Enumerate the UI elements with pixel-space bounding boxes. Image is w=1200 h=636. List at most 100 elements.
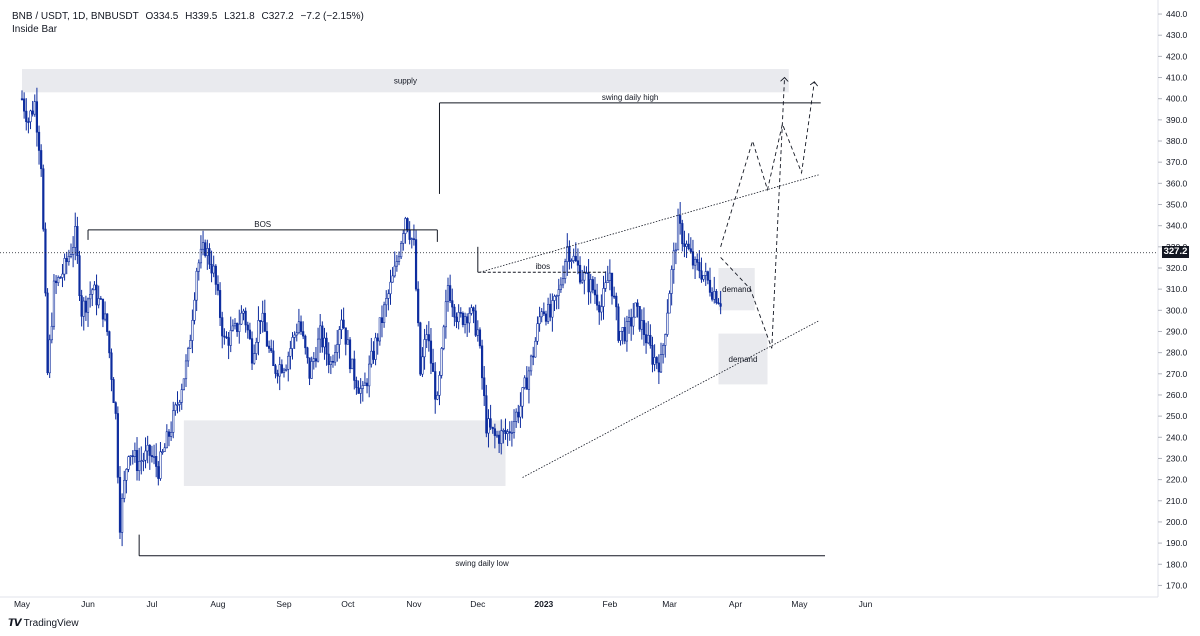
candle-body (336, 344, 339, 353)
candle-body (167, 431, 171, 437)
candle-body (229, 330, 232, 346)
candle-body (182, 378, 185, 390)
candle-body (346, 339, 349, 345)
candle-body (176, 404, 179, 406)
candle-body (485, 395, 488, 434)
candle-body (657, 362, 660, 373)
candle-body (679, 215, 682, 224)
candle-body (155, 456, 158, 467)
candle-body (231, 325, 234, 331)
candle-body (542, 311, 545, 315)
candle-body (289, 348, 292, 357)
price-axis[interactable]: 170.0 180.0 190.0 200.0 210.0 220.0 230.0 240.0… (1158, 9, 1188, 590)
candle-body (357, 387, 360, 394)
price-tick-label: 320.0 (1166, 263, 1188, 273)
candle-body (29, 110, 32, 123)
candle-body (97, 298, 100, 306)
low-value: L321.8 (224, 11, 255, 22)
candle-body (295, 332, 298, 336)
candle-body (498, 434, 501, 444)
time-tick-label: May (14, 599, 31, 609)
candle-body (197, 262, 200, 272)
candle-body (342, 319, 345, 329)
candle-body (549, 303, 552, 318)
time-tick-label: Feb (603, 599, 618, 609)
time-tick-label: Oct (341, 599, 355, 609)
candle-body (644, 334, 648, 344)
candle-body (93, 284, 96, 291)
candle-body (363, 382, 367, 386)
price-tick-label: 190.0 (1166, 538, 1188, 548)
candle-body (37, 131, 41, 151)
tradingview-brand[interactable]: 𝙏𝙑 TradingView (8, 618, 79, 629)
candle-body (683, 243, 686, 247)
candle-body (65, 258, 68, 263)
candle-body (529, 355, 533, 372)
candle-body (600, 306, 603, 313)
price-tick-label: 260.0 (1166, 390, 1188, 400)
indicator-label[interactable]: Inside Bar (12, 24, 58, 35)
time-axis[interactable]: May Jun Jul Aug Sep Oct Nov Dec 2023 Feb Mar Apr May… (14, 599, 873, 609)
candle-body (574, 255, 577, 262)
candle-body (417, 288, 420, 324)
candle-body (700, 270, 703, 280)
candle-body (630, 317, 633, 327)
candle-body (423, 339, 426, 358)
candle-body (319, 325, 322, 340)
price-tick-label: 370.0 (1166, 157, 1188, 167)
zone-1 (183, 420, 506, 486)
trendlines-layer (479, 174, 819, 478)
candle-body (193, 299, 196, 321)
price-tick-label: 440.0 (1166, 9, 1188, 19)
candle-body (172, 410, 175, 433)
candle-body (402, 233, 405, 244)
candle-body (532, 355, 535, 358)
candle-body (483, 377, 486, 397)
candle-body (476, 329, 479, 336)
candle-body (191, 320, 194, 341)
candle-body (272, 350, 275, 367)
symbol-label[interactable]: BNB / USDT, 1D, BNBUSDT (12, 11, 139, 22)
time-tick-label: 2023 (534, 599, 553, 609)
candle-body (442, 326, 445, 349)
symbol-header[interactable]: BNB / USDT, 1D, BNBUSDT O334.5 H339.5 L3… (12, 11, 368, 22)
candle-body (74, 226, 77, 248)
candle-body (312, 358, 315, 362)
price-tick-label: 270.0 (1166, 369, 1188, 379)
candle-body (208, 248, 211, 265)
candle-body (649, 334, 652, 346)
candle-body (461, 312, 465, 325)
level-label-1: BOS (254, 220, 271, 229)
close-value: C327.2 (261, 11, 294, 22)
candle-body (613, 295, 616, 298)
candle-body (438, 375, 441, 396)
candle-body (129, 455, 132, 458)
candle-body (704, 271, 707, 276)
brand-name: TradingView (23, 618, 79, 629)
price-tick-label: 170.0 (1166, 580, 1188, 590)
candle-body (598, 304, 601, 313)
candle-body (457, 312, 460, 323)
candle-body (608, 272, 611, 281)
candle-body (152, 456, 156, 458)
candle-body (80, 295, 83, 317)
candle-body (470, 307, 473, 314)
last-price-tag: 327.2 (1162, 246, 1189, 258)
candle-body (148, 444, 151, 456)
time-tick-label: Mar (662, 599, 677, 609)
candle-body (606, 280, 609, 283)
candle-body (615, 295, 618, 308)
candle-body (408, 229, 411, 240)
zone-3 (718, 333, 768, 385)
grid-layer (0, 0, 1159, 598)
candle-body (540, 311, 543, 318)
candle-body (306, 347, 309, 359)
zone-label-2: demand (722, 285, 751, 294)
candle-body (157, 466, 160, 479)
candle-body (512, 421, 516, 433)
zone-label-0: supply (394, 77, 417, 86)
candle-body (67, 256, 70, 263)
level-label-3: swing daily low (455, 559, 509, 568)
candle-body (561, 278, 565, 286)
